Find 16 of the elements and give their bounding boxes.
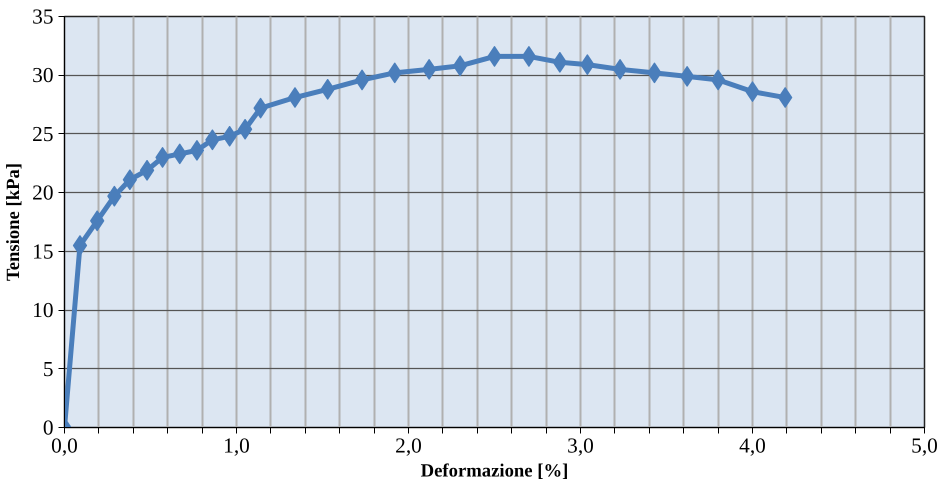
x-tick-label: 5,0	[911, 434, 938, 458]
y-tick-label: 10	[32, 298, 54, 322]
x-tick-label: 1,0	[223, 434, 250, 458]
x-tick-label: 2,0	[395, 434, 422, 458]
y-tick-label: 25	[32, 122, 54, 146]
x-axis-title: Deformazione [%]	[420, 460, 568, 482]
y-tick-label: 5	[42, 356, 54, 381]
x-tick-label: 4,0	[739, 434, 766, 458]
x-tick-label: 3,0	[567, 434, 594, 458]
y-tick-label: 15	[32, 239, 54, 264]
y-tick-label: 20	[32, 180, 54, 205]
x-tick-label: 0,0	[51, 434, 78, 458]
y-tick-label: 0	[42, 416, 54, 440]
y-axis-title: Tensione [kPa]	[3, 162, 24, 281]
y-tick-label: 35	[32, 4, 54, 28]
y-tick-label: 30	[32, 63, 54, 88]
